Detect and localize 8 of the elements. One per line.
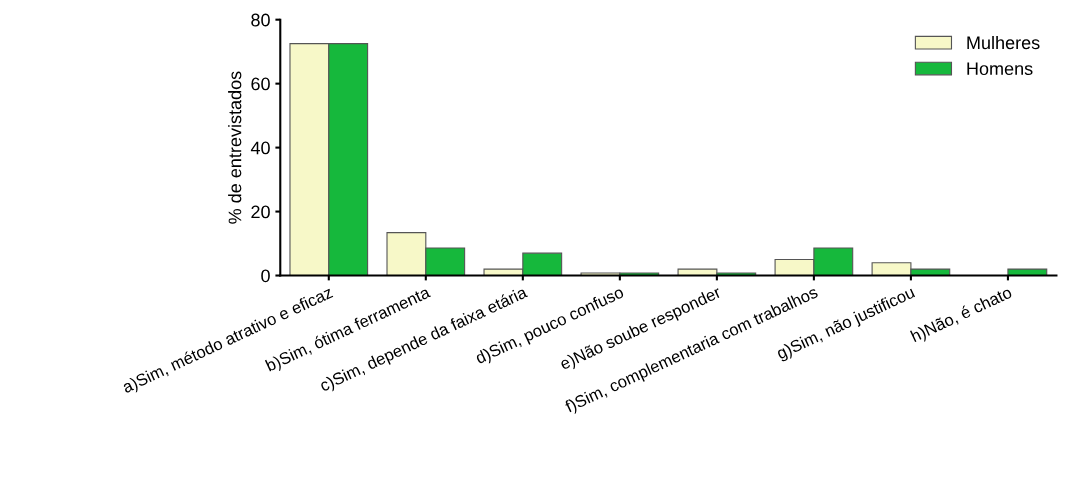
y-tick-label: 60 xyxy=(251,77,270,91)
y-axis-title: % de entrevistados xyxy=(228,71,242,224)
legend-label: Homens xyxy=(967,62,1033,76)
y-tick-label: 80 xyxy=(251,13,270,27)
legend-label: Mulheres xyxy=(967,35,1040,50)
y-tick-label: 20 xyxy=(251,205,270,219)
y-tick-label: 40 xyxy=(250,141,270,155)
y-tick-label: 0 xyxy=(261,269,270,283)
